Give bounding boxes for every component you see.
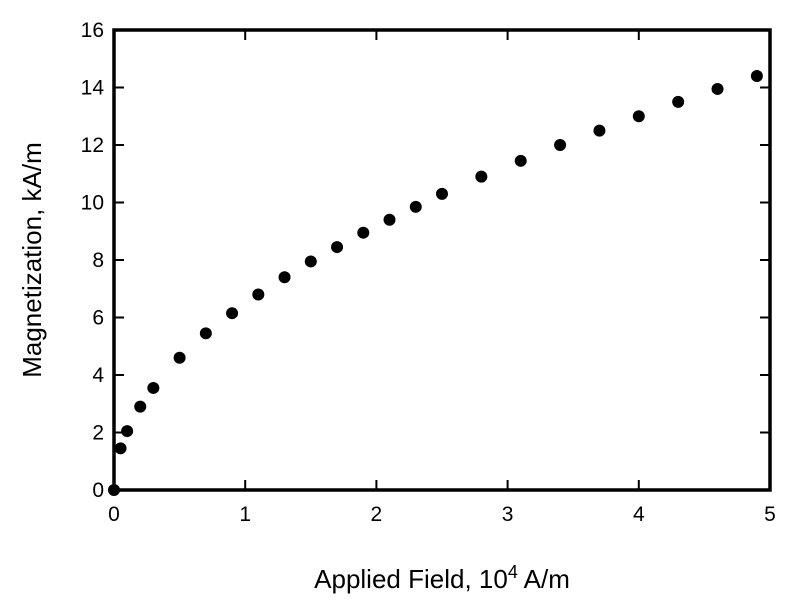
data-point <box>114 442 127 455</box>
y-tick-label: 12 <box>81 134 104 157</box>
y-tick-label: 14 <box>81 77 105 100</box>
data-point <box>750 70 763 82</box>
data-point <box>108 484 120 496</box>
x-tick-label: 1 <box>239 503 251 526</box>
data-point <box>475 170 488 183</box>
y-tick-label: 16 <box>81 19 104 42</box>
y-tick-label: 10 <box>81 192 104 215</box>
data-point <box>304 255 317 268</box>
data-point <box>593 124 606 137</box>
y-tick-label: 8 <box>92 249 104 272</box>
x-label-superscript: 4 <box>508 562 518 582</box>
y-tick-label: 0 <box>92 479 104 502</box>
data-point <box>226 307 239 320</box>
y-tick-label: 6 <box>92 307 104 330</box>
data-point <box>121 425 134 438</box>
data-point <box>436 187 448 200</box>
x-tick-label: 0 <box>108 503 120 526</box>
x-tick-label: 4 <box>633 503 645 526</box>
data-point <box>383 213 396 226</box>
data-point <box>357 226 370 239</box>
data-point <box>331 241 344 254</box>
data-point <box>711 82 724 95</box>
x-tick-label: 3 <box>502 503 514 526</box>
data-point <box>554 139 567 151</box>
data-point <box>147 381 160 394</box>
data-point <box>672 95 685 108</box>
y-axis-label: Magnetization, kA/m <box>17 142 47 378</box>
x-label-main: Applied Field, 10 <box>314 564 508 594</box>
x-tick-label: 2 <box>371 503 383 526</box>
data-point <box>632 110 645 123</box>
data-point <box>134 400 147 413</box>
data-point <box>173 351 186 364</box>
data-point <box>199 327 212 340</box>
y-tick-label: 2 <box>92 422 104 445</box>
x-label-unit: A/m <box>518 564 570 594</box>
data-point <box>514 154 527 167</box>
y-tick-label: 4 <box>92 364 104 387</box>
plot-frame <box>112 28 772 492</box>
data-point <box>278 271 291 284</box>
data-point <box>409 200 422 213</box>
x-axis-label: Applied Field, 104 A/m <box>314 562 570 594</box>
data-point <box>252 288 265 301</box>
x-tick-label: 5 <box>764 503 776 526</box>
